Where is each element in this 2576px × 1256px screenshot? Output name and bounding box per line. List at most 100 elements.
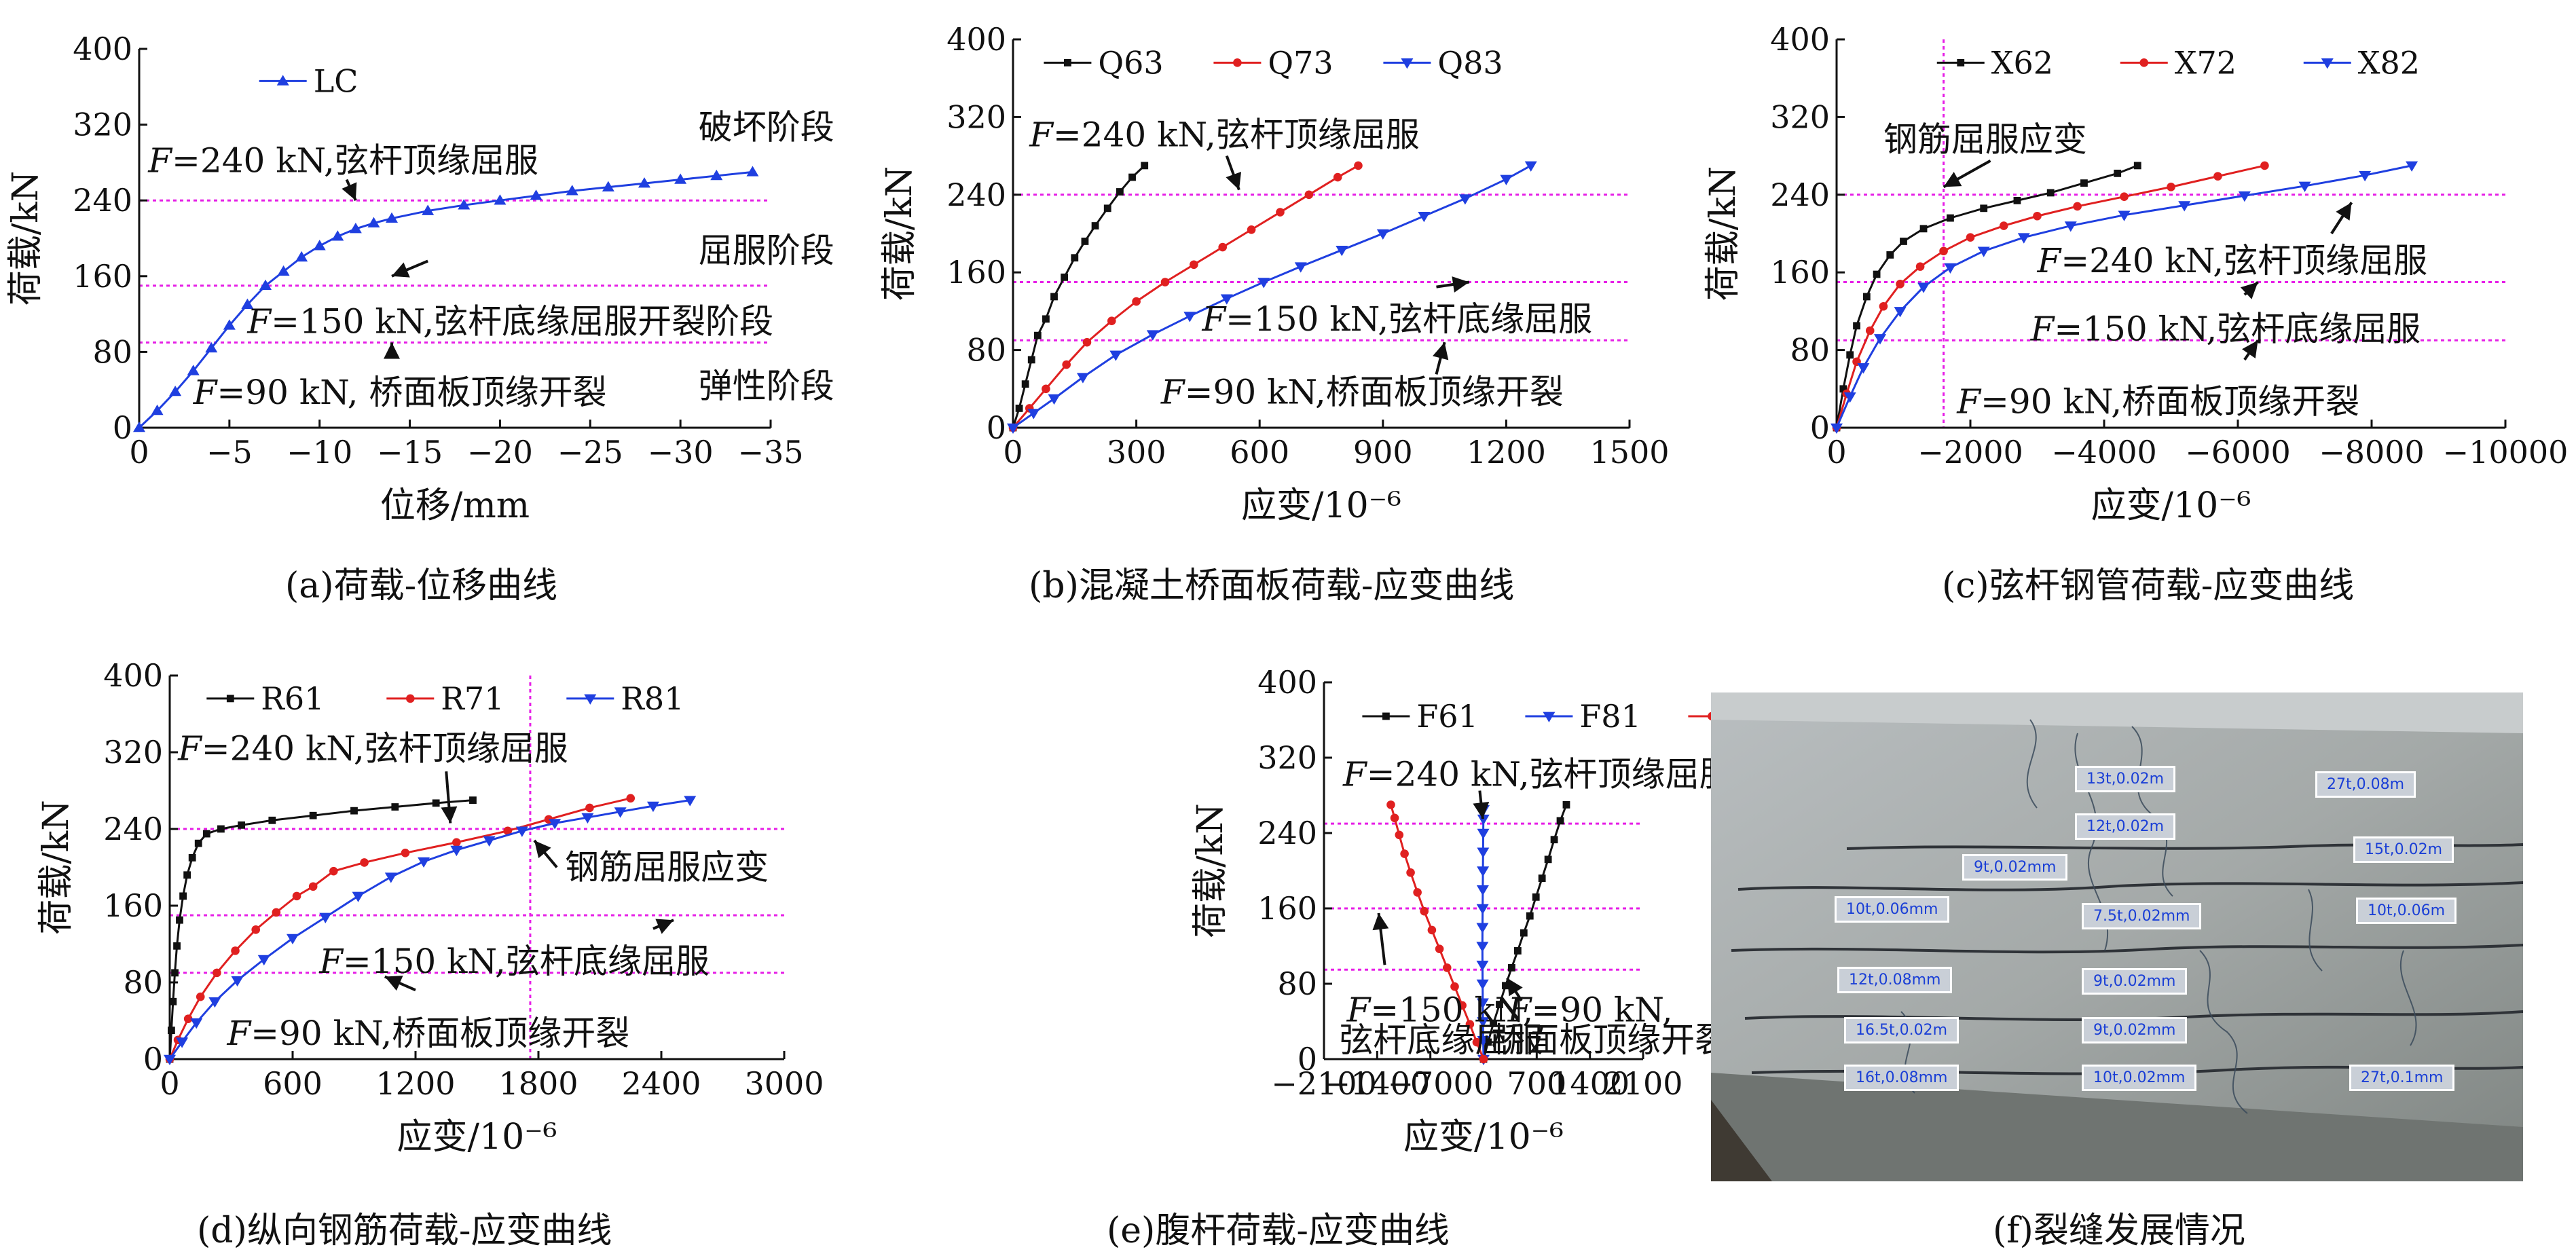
data-point — [1406, 868, 1415, 877]
data-point — [1061, 273, 1069, 281]
arrow-head — [2240, 282, 2258, 299]
data-point — [1886, 251, 1894, 259]
y-tick-label: 320 — [946, 98, 1006, 135]
data-point — [614, 807, 627, 818]
data-point — [168, 1027, 175, 1035]
series-line — [1835, 164, 2138, 428]
data-point — [352, 891, 365, 902]
y-tick-label: 160 — [103, 887, 163, 924]
data-point — [1947, 214, 1954, 222]
data-point — [418, 857, 430, 868]
y-tick-label: 400 — [73, 31, 132, 67]
x-tick-label: 300 — [1107, 434, 1166, 470]
annotation: F=150 kN,弦杆底缘屈服 — [1201, 299, 1592, 339]
data-point — [602, 181, 614, 191]
data-point — [1160, 278, 1170, 287]
x-axis-label: 应变/10⁻⁶ — [1403, 1117, 1564, 1158]
crack-label: 10t,0.06m — [2356, 898, 2457, 924]
data-point — [169, 997, 177, 1005]
data-point — [2114, 169, 2122, 177]
caption-d: (d)纵向钢筋荷载-应变曲线 — [197, 1211, 612, 1251]
data-point — [1333, 172, 1342, 182]
x-tick-label: 0 — [1473, 1065, 1493, 1102]
x-tick-label: −25 — [557, 434, 623, 470]
x-tick-label: 0 — [160, 1065, 179, 1102]
x-tick-label: −8000 — [2319, 434, 2425, 470]
annotation: 破坏阶段 — [699, 108, 834, 147]
data-point — [1853, 322, 1860, 330]
x-tick-label: −4000 — [2051, 434, 2157, 470]
x-tick-label: −700 — [1387, 1065, 1473, 1102]
data-point — [1109, 350, 1122, 361]
x-tick-label: 2400 — [621, 1065, 701, 1102]
data-point — [1520, 929, 1528, 937]
series-line — [1012, 164, 1532, 429]
x-tick-label: −5 — [206, 434, 253, 470]
caption-c: (c)弦杆钢管荷载-应变曲线 — [1942, 566, 2355, 606]
chart-c: 0 −2000 −4000 −6000 −8000 −10000 0 80 160 240 320 4… — [1703, 21, 2568, 526]
data-point — [349, 223, 362, 234]
y-tick-label: 160 — [1257, 890, 1317, 927]
data-point — [350, 807, 358, 815]
data-point — [223, 319, 236, 330]
data-point — [452, 838, 461, 847]
data-point — [1450, 982, 1459, 991]
y-axis-label: 荷载/kN — [5, 171, 46, 306]
data-point — [1524, 161, 1537, 172]
data-point — [2260, 161, 2269, 170]
data-point — [494, 194, 507, 205]
data-point — [1390, 813, 1399, 823]
data-point — [208, 997, 221, 1008]
legend-label: F81 — [1579, 698, 1640, 735]
data-point — [1015, 405, 1023, 412]
data-point — [1477, 828, 1490, 839]
x-tick-label: −20 — [467, 434, 533, 470]
annotation: F=240 kN,弦杆顶缘屈服 — [147, 141, 538, 180]
data-point — [1128, 173, 1136, 181]
data-point — [1562, 800, 1570, 809]
y-tick-label: 240 — [73, 182, 132, 219]
legend-marker — [1064, 58, 1071, 67]
data-point — [188, 853, 196, 862]
data-point — [2013, 196, 2021, 204]
crack-label: 27t,0.1mm — [2349, 1065, 2455, 1091]
data-point — [566, 185, 578, 196]
data-point — [1218, 242, 1228, 252]
x-tick-label: 1200 — [375, 1065, 455, 1102]
data-point — [1081, 238, 1089, 245]
annotation: F=90 kN, — [1507, 991, 1673, 1030]
data-point — [319, 912, 332, 923]
crack-label: 7.5t,0.02mm — [2082, 903, 2202, 929]
y-tick-label: 0 — [113, 409, 132, 446]
data-point — [1477, 866, 1490, 877]
data-point — [1146, 330, 1159, 341]
data-point — [331, 230, 344, 241]
y-tick-label: 240 — [1770, 177, 1830, 213]
legend-label: X82 — [2358, 44, 2420, 81]
arrow-head — [342, 182, 357, 201]
data-point — [205, 341, 218, 353]
data-point — [1458, 194, 1471, 205]
y-axis-label: 荷载/kN — [36, 800, 77, 935]
data-point — [710, 169, 723, 181]
legend-marker — [226, 695, 234, 703]
data-point — [309, 811, 317, 819]
data-point — [360, 858, 369, 867]
annotation: F=90 kN, 桥面板顶缘开裂 — [193, 373, 607, 412]
data-point — [549, 819, 562, 830]
data-point — [190, 1018, 203, 1029]
annotation: F=240 kN,弦杆顶缘屈服 — [1342, 755, 1733, 794]
crack-label: 9t,0.02mm — [1962, 854, 2068, 881]
data-point — [133, 422, 145, 432]
arrow-head — [534, 840, 551, 859]
data-point — [684, 796, 697, 807]
data-point — [585, 803, 594, 813]
x-axis-label: 应变/10⁻⁶ — [397, 1117, 557, 1158]
annotation: 屈服阶段 — [699, 231, 834, 270]
data-point — [217, 825, 225, 833]
legend-marker — [2139, 58, 2149, 67]
arrow-head — [1372, 912, 1389, 931]
data-point — [1496, 1001, 1503, 1008]
x-tick-label: −2000 — [1917, 434, 2023, 470]
